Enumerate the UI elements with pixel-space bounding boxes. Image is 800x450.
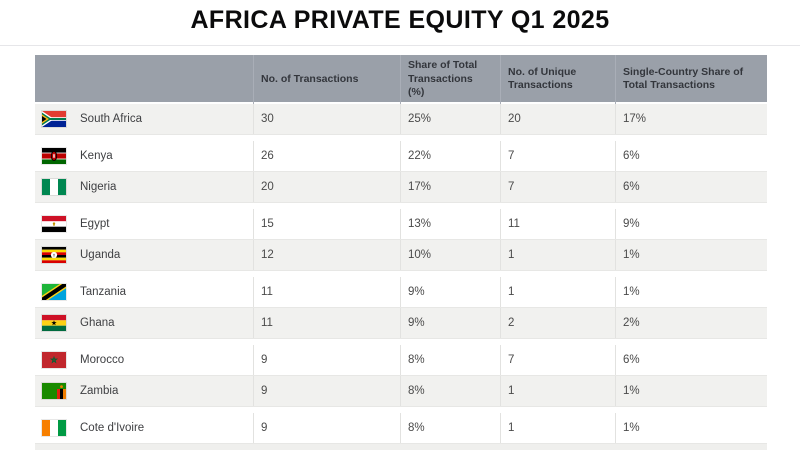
table-row-tanzania: Tanzania 11 9% 1 1% [35,277,767,308]
table-header-row: No. of Transactions Share of Total Trans… [35,55,767,104]
country-name: Morocco [80,354,125,366]
country-name: Egypt [80,218,110,230]
table-row-zambia: Zambia 9 8% 1 1% [35,376,767,407]
no-of-transactions-cell: 9 [253,345,400,375]
country-name: Tanzania [80,286,127,298]
header-single-country-share: Single-Country Share of Total Transactio… [615,55,767,104]
table-row-morocco: Morocco 9 8% 7 6% [35,345,767,376]
single-country-share-cell: 6% [615,141,767,171]
table-row-ghana: Ghana 11 9% 2 2% [35,308,767,339]
table-row-kenya: Kenya 26 22% 7 6% [35,141,767,172]
table-row-uganda: Uganda 12 10% 1 1% [35,240,767,271]
header-country-cell [35,55,253,104]
table-row-south-africa: South Africa 30 25% 20 17% [35,104,767,135]
country-cell: Tanzania [35,277,253,307]
header-share-of-total: Share of Total Transactions (%) [400,55,500,104]
africa-pe-table: No. of Transactions Share of Total Trans… [35,55,767,450]
unique-transactions-cell: 1 [500,277,615,307]
no-of-transactions-cell: 26 [253,141,400,171]
country-name: Cote d'Ivoire [80,422,145,434]
single-country-share-cell: 6% [615,172,767,202]
table-row-nigeria: Nigeria 20 17% 7 6% [35,172,767,203]
share-of-total-cell: 9% [400,308,500,338]
country-cell: Morocco [35,345,253,375]
country-name: Zambia [80,385,119,397]
single-country-share-cell: 6% [615,345,767,375]
unique-transactions-cell: 1 [500,240,615,270]
share-of-total-cell: 17% [400,172,500,202]
share-of-total-cell: 25% [400,104,500,134]
morocco-flag-icon [42,352,66,368]
share-of-total-cell: 13% [400,209,500,239]
country-cell: Cote d'Ivoire [35,413,253,443]
unique-transactions-cell: 2 [500,308,615,338]
unique-transactions-cell: 11 [500,209,615,239]
share-of-total-cell: 8% [400,345,500,375]
table-row-cote-d-ivoire: Cote d'Ivoire 9 8% 1 1% [35,413,767,444]
country-cell: South Africa [35,104,253,134]
country-name: Nigeria [80,181,117,193]
no-of-transactions-cell: 12 [253,240,400,270]
page-title: AFRICA PRIVATE EQUITY Q1 2025 [190,6,610,34]
country-cell: Egypt [35,209,253,239]
header-no-of-transactions: No. of Transactions [253,55,400,104]
ghana-flag-icon [42,315,66,331]
south-africa-flag-icon [42,111,66,127]
no-of-transactions-cell: 15 [253,209,400,239]
unique-transactions-cell: 1 [500,376,615,406]
single-country-share-cell: 17% [615,104,767,134]
zambia-flag-icon [42,383,66,399]
uganda-flag-icon [42,247,66,263]
single-country-share-cell: 1% [615,413,767,443]
single-country-share-cell: 2% [615,308,767,338]
share-of-total-cell: 9% [400,277,500,307]
unique-transactions-cell: 7 [500,172,615,202]
no-of-transactions-cell: 9 [253,413,400,443]
country-cell: Nigeria [35,172,253,202]
cote-divoire-flag-icon [42,420,66,436]
single-country-share-cell: 9% [615,209,767,239]
single-country-share-cell: 1% [615,376,767,406]
share-of-total-cell: 8% [400,376,500,406]
kenya-flag-icon [42,148,66,164]
no-of-transactions-cell: 20 [253,172,400,202]
table-bottom-partial-row [35,444,767,450]
table-row-egypt: Egypt 15 13% 11 9% [35,209,767,240]
no-of-transactions-cell: 30 [253,104,400,134]
tanzania-flag-icon [42,284,66,300]
unique-transactions-cell: 1 [500,413,615,443]
single-country-share-cell: 1% [615,277,767,307]
country-cell: Kenya [35,141,253,171]
unique-transactions-cell: 7 [500,345,615,375]
no-of-transactions-cell: 9 [253,376,400,406]
country-cell: Ghana [35,308,253,338]
share-of-total-cell: 10% [400,240,500,270]
share-of-total-cell: 8% [400,413,500,443]
country-cell: Uganda [35,240,253,270]
egypt-flag-icon [42,216,66,232]
country-name: Kenya [80,150,113,162]
single-country-share-cell: 1% [615,240,767,270]
table-body: South Africa 30 25% 20 17% Kenya 26 22% 7 6% Niger… [35,104,767,444]
nigeria-flag-icon [42,179,66,195]
country-name: South Africa [80,113,143,125]
header-no-of-unique: No. of Unique Transactions [500,55,615,104]
country-cell: Zambia [35,376,253,406]
unique-transactions-cell: 20 [500,104,615,134]
country-name: Uganda [80,249,121,261]
share-of-total-cell: 22% [400,141,500,171]
title-divider [0,45,800,46]
unique-transactions-cell: 7 [500,141,615,171]
country-name: Ghana [80,317,115,329]
no-of-transactions-cell: 11 [253,277,400,307]
no-of-transactions-cell: 11 [253,308,400,338]
